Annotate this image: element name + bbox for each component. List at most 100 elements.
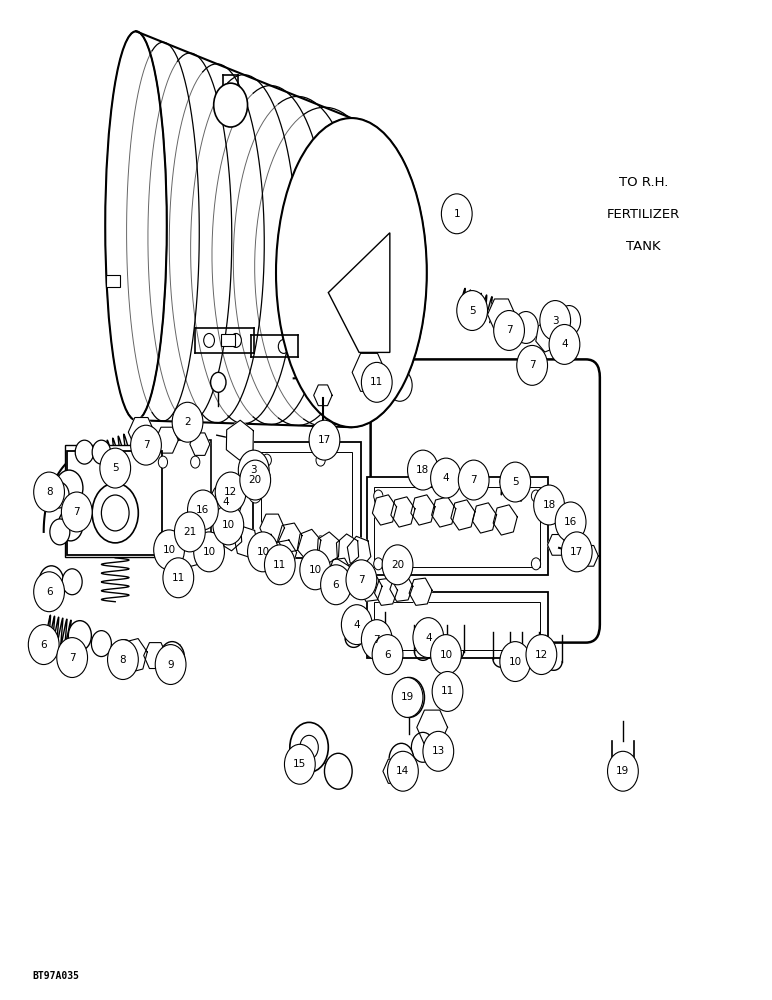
Text: 2: 2 <box>185 417 191 427</box>
Text: 16: 16 <box>564 517 577 527</box>
Polygon shape <box>411 495 435 525</box>
Circle shape <box>211 482 242 522</box>
Circle shape <box>57 638 87 678</box>
Circle shape <box>39 566 64 598</box>
Polygon shape <box>313 385 332 406</box>
Polygon shape <box>488 299 515 330</box>
Circle shape <box>91 631 111 657</box>
Circle shape <box>493 311 524 350</box>
FancyBboxPatch shape <box>66 445 164 557</box>
Polygon shape <box>136 31 351 427</box>
Text: 4: 4 <box>561 339 567 349</box>
Polygon shape <box>337 534 359 566</box>
Text: 10: 10 <box>509 657 522 667</box>
Polygon shape <box>493 505 517 535</box>
Circle shape <box>265 545 295 585</box>
Circle shape <box>374 558 383 570</box>
Circle shape <box>316 454 325 466</box>
Circle shape <box>499 462 530 502</box>
Circle shape <box>320 565 351 605</box>
Text: 10: 10 <box>163 545 176 555</box>
Circle shape <box>158 532 168 544</box>
Polygon shape <box>190 433 210 455</box>
Circle shape <box>262 536 272 548</box>
Polygon shape <box>432 497 455 527</box>
Circle shape <box>432 672 463 711</box>
FancyBboxPatch shape <box>150 440 211 554</box>
Polygon shape <box>580 545 598 566</box>
Text: 4: 4 <box>442 473 449 483</box>
Text: 11: 11 <box>370 377 384 387</box>
Circle shape <box>540 301 571 340</box>
Circle shape <box>411 732 435 762</box>
Polygon shape <box>547 535 566 555</box>
Circle shape <box>316 536 325 548</box>
Text: 12: 12 <box>535 650 548 660</box>
Circle shape <box>300 735 318 759</box>
Circle shape <box>163 558 194 598</box>
FancyBboxPatch shape <box>374 487 540 567</box>
Circle shape <box>101 495 129 531</box>
Polygon shape <box>128 418 154 447</box>
Polygon shape <box>155 427 178 453</box>
Text: 10: 10 <box>309 565 322 575</box>
Circle shape <box>188 490 218 530</box>
Circle shape <box>249 487 262 503</box>
Circle shape <box>34 572 65 612</box>
Text: 21: 21 <box>183 527 196 537</box>
Text: 6: 6 <box>46 587 52 597</box>
Circle shape <box>533 485 564 525</box>
Circle shape <box>204 333 215 347</box>
Circle shape <box>561 532 592 572</box>
Circle shape <box>240 460 271 500</box>
Polygon shape <box>234 527 258 557</box>
Circle shape <box>394 678 425 717</box>
Circle shape <box>49 482 69 508</box>
Text: BT97A035: BT97A035 <box>32 971 80 981</box>
Polygon shape <box>536 321 559 352</box>
Text: 11: 11 <box>273 560 286 570</box>
Polygon shape <box>317 532 340 564</box>
Circle shape <box>92 440 110 464</box>
Polygon shape <box>359 574 382 601</box>
Circle shape <box>284 744 315 784</box>
Circle shape <box>431 458 462 498</box>
Text: 3: 3 <box>552 316 558 326</box>
Polygon shape <box>180 537 205 567</box>
Circle shape <box>388 751 418 791</box>
Circle shape <box>324 753 352 789</box>
Circle shape <box>531 558 540 570</box>
Circle shape <box>372 635 403 675</box>
Circle shape <box>248 532 279 572</box>
Circle shape <box>459 460 489 500</box>
Polygon shape <box>352 353 386 391</box>
Polygon shape <box>472 503 496 533</box>
Circle shape <box>408 450 438 490</box>
Circle shape <box>262 454 272 466</box>
Circle shape <box>555 502 586 542</box>
Text: 11: 11 <box>441 686 454 696</box>
Text: FERTILIZER: FERTILIZER <box>607 208 680 221</box>
Circle shape <box>191 532 200 544</box>
Text: 18: 18 <box>416 465 429 475</box>
Circle shape <box>160 642 185 674</box>
Text: 4: 4 <box>354 620 360 630</box>
Circle shape <box>513 312 538 343</box>
Polygon shape <box>201 532 224 564</box>
Circle shape <box>389 743 414 775</box>
Text: 20: 20 <box>391 560 404 570</box>
Polygon shape <box>345 566 368 593</box>
Polygon shape <box>451 500 475 530</box>
Text: 16: 16 <box>196 505 209 515</box>
Circle shape <box>34 472 65 512</box>
Ellipse shape <box>105 31 167 420</box>
Polygon shape <box>390 574 413 601</box>
Circle shape <box>174 512 205 552</box>
Circle shape <box>442 194 472 234</box>
Circle shape <box>154 530 185 570</box>
FancyBboxPatch shape <box>253 442 361 558</box>
Polygon shape <box>297 529 321 560</box>
Text: 6: 6 <box>40 640 47 650</box>
Text: 6: 6 <box>384 650 391 660</box>
Text: 5: 5 <box>512 477 519 487</box>
